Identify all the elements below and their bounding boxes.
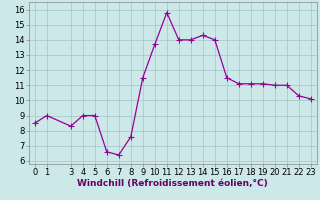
X-axis label: Windchill (Refroidissement éolien,°C): Windchill (Refroidissement éolien,°C) xyxy=(77,179,268,188)
